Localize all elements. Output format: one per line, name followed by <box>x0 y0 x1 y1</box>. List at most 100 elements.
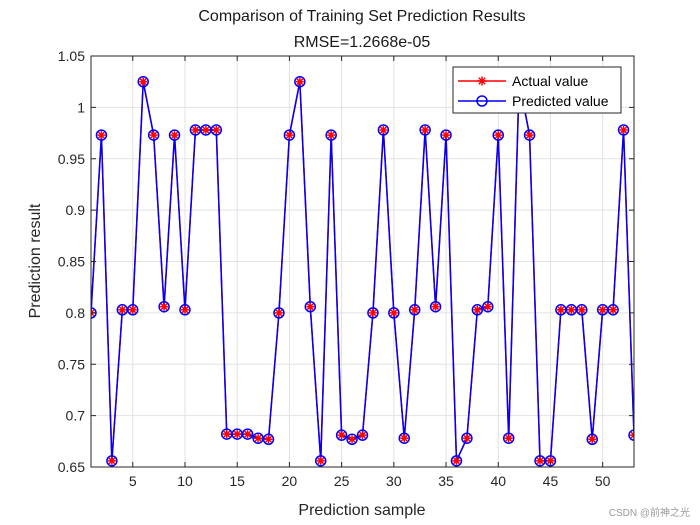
chart-title: Comparison of Training Set Prediction Re… <box>198 8 525 25</box>
actual-value-point <box>264 435 273 444</box>
predicted-value-point <box>346 433 358 446</box>
actual-value-point <box>536 456 545 465</box>
y-axis-label: Prediction result <box>27 203 44 318</box>
predicted-value-point <box>314 455 327 467</box>
actual-value-point <box>139 77 148 86</box>
actual-value-point <box>358 431 367 440</box>
actual-value-point <box>619 125 628 134</box>
actual-value-point <box>473 305 482 314</box>
predicted-value-point <box>179 304 191 316</box>
predicted-value-point <box>137 75 149 88</box>
actual-value-point <box>504 434 513 443</box>
axis-ticks: 0.65 0.7 0.75 0.8 0.85 0.9 0.95 1 1.05 5 10 15 20 25 3… <box>58 48 634 489</box>
actual-value-point <box>191 125 200 134</box>
predicted-value-point <box>147 129 160 141</box>
predicted-value-point <box>158 300 170 313</box>
predicted-value-point <box>461 432 473 444</box>
actual-value-point <box>348 435 357 444</box>
actual-value-point <box>410 305 419 314</box>
predicted-value-point <box>450 455 463 467</box>
actual-value-point <box>525 131 534 140</box>
actual-value-point <box>128 305 137 314</box>
actual-value-point <box>483 302 492 311</box>
predicted-value-point <box>304 300 317 313</box>
actual-value-point <box>556 305 565 314</box>
actual-value-point <box>107 456 116 465</box>
y-tick-label: 0.9 <box>66 202 86 218</box>
actual-value-point <box>588 435 597 444</box>
predicted-value-point <box>419 124 431 136</box>
actual-value-point <box>368 308 377 317</box>
x-axis-label: Prediction sample <box>298 502 425 519</box>
y-tick-label: 0.65 <box>58 459 85 475</box>
predicted-value-point <box>440 129 452 141</box>
predicted-value-point <box>95 129 108 141</box>
predicted-value-point <box>168 129 181 141</box>
series-layer <box>91 75 634 467</box>
predicted-value-point <box>607 304 619 316</box>
legend-asterisk-icon <box>477 76 487 86</box>
actual-value-point <box>577 305 586 314</box>
actual-value-point <box>254 434 263 443</box>
predicted-value-point <box>356 429 369 441</box>
actual-value-point <box>442 131 451 140</box>
legend-predicted-label: Predicted value <box>512 93 609 109</box>
actual-value-point <box>400 434 409 443</box>
actual-value-point <box>285 131 294 140</box>
predicted-value-point <box>471 304 484 316</box>
x-tick-label: 40 <box>490 473 506 489</box>
x-tick-label: 15 <box>229 473 245 489</box>
actual-value-point <box>306 302 315 311</box>
y-tick-label: 0.95 <box>58 151 85 167</box>
predicted-value-point <box>106 455 118 467</box>
predicted-value-point <box>523 129 536 141</box>
predicted-value-point <box>576 304 588 316</box>
actual-value-point <box>222 430 231 439</box>
actual-value-point <box>494 131 503 140</box>
actual-value-point <box>118 305 127 314</box>
watermark: CSDN @前神之光 <box>609 506 690 519</box>
actual-value-point <box>201 125 210 134</box>
actual-value-point <box>243 430 252 439</box>
legend-actual-label: Actual value <box>512 73 588 89</box>
y-tick-label: 0.85 <box>58 254 85 270</box>
predicted-value-point <box>586 433 598 446</box>
actual-value-point <box>327 131 336 140</box>
legend-box <box>452 66 622 114</box>
y-tick-label: 0.75 <box>58 356 85 372</box>
predicted-value-point <box>502 432 515 444</box>
actual-value-point <box>170 131 179 140</box>
predicted-value-point <box>127 304 139 316</box>
x-tick-label: 50 <box>595 473 611 489</box>
x-tick-label: 45 <box>543 473 559 489</box>
legend: Actual value Predicted value <box>452 66 622 114</box>
predicted-value-point <box>283 129 296 141</box>
actual-value-point <box>431 302 440 311</box>
y-tick-label: 0.7 <box>66 408 86 424</box>
x-tick-label: 5 <box>129 473 137 489</box>
legend-actual-marker <box>477 76 487 86</box>
y-tick-label: 1 <box>77 99 85 115</box>
actual-value-point <box>609 305 618 314</box>
legend-predicted-marker <box>476 95 488 107</box>
actual-value-point <box>149 131 158 140</box>
actual-value-point <box>233 430 242 439</box>
actual-value-point <box>316 456 325 465</box>
actual-value-point <box>462 434 471 443</box>
predicted-value-point <box>367 307 379 319</box>
chart-subtitle: RMSE=1.2668e-05 <box>294 34 431 51</box>
actual-value-point <box>598 305 607 314</box>
x-tick-label: 25 <box>334 473 350 489</box>
predicted-value-point <box>408 304 421 316</box>
predicted-value-point <box>617 124 630 136</box>
actual-value-point <box>160 302 169 311</box>
predicted-value-point <box>335 429 348 441</box>
x-tick-label: 30 <box>386 473 402 489</box>
actual-value-point <box>421 125 430 134</box>
predicted-value-point <box>294 75 306 88</box>
predicted-value-point <box>492 129 504 141</box>
actual-value-point <box>337 431 346 440</box>
predicted-value-point <box>398 432 411 444</box>
actual-value-point <box>295 77 304 86</box>
x-tick-label: 35 <box>438 473 454 489</box>
